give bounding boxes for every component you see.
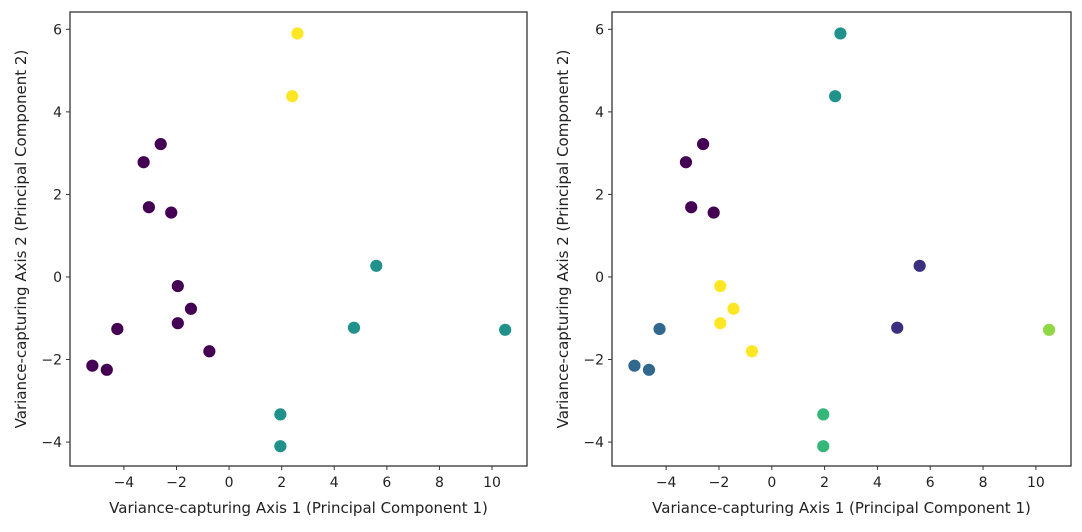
x-tick-label: 8: [979, 475, 988, 491]
data-point: [726, 301, 741, 316]
y-tick-label: 4: [53, 105, 62, 121]
data-point: [498, 322, 513, 337]
y-tick-label: 6: [53, 22, 62, 38]
data-point: [164, 205, 179, 220]
data-point: [141, 200, 156, 215]
data-point: [184, 301, 198, 316]
x-tick-label: 0: [225, 475, 234, 491]
data-point: [652, 322, 667, 336]
x-tick-label: −4: [114, 475, 135, 491]
data-point: [713, 279, 728, 293]
data-point: [912, 258, 927, 273]
y-tick-label: −2: [41, 353, 62, 369]
x-tick-label: −2: [166, 475, 187, 491]
y-tick-label: −2: [583, 353, 604, 369]
y-tick-label: 6: [595, 22, 604, 38]
data-point: [713, 316, 728, 331]
data-point: [285, 89, 300, 104]
data-point: [679, 155, 693, 170]
y-axis-label: Variance-capturing Axis 2 (Principal Com…: [12, 50, 30, 429]
data-point: [745, 344, 759, 359]
axes-frame: [69, 11, 528, 467]
data-point: [369, 258, 384, 273]
x-tick-label: −2: [709, 475, 730, 491]
data-point: [890, 320, 905, 335]
x-tick-label: 0: [767, 475, 776, 491]
data-point: [1042, 322, 1056, 337]
x-tick-label: 8: [435, 475, 444, 491]
y-tick-label: 0: [53, 270, 62, 286]
data-point: [273, 407, 288, 422]
x-tick-label: 10: [1027, 475, 1045, 491]
x-tick-label: 6: [382, 475, 391, 491]
data-point: [347, 320, 361, 335]
x-tick-label: 2: [820, 475, 829, 491]
data-point: [273, 439, 288, 454]
data-point: [627, 358, 642, 373]
data-point: [202, 344, 217, 359]
x-axis-label: Variance-capturing Axis 1 (Principal Com…: [109, 499, 488, 517]
data-point: [816, 439, 831, 454]
axes-frame: [611, 11, 1072, 467]
data-point: [99, 362, 114, 377]
y-tick-label: 2: [53, 187, 62, 203]
data-point: [136, 155, 151, 170]
subplot-2: −4 −2 0 2 4 6 8 10 −4 −2 0 2 4 6 Variance-capturing Ax…: [554, 11, 1072, 517]
y-tick-label: 0: [595, 270, 604, 286]
x-tick-label: 4: [330, 475, 339, 491]
x-tick-label: 2: [277, 475, 286, 491]
y-tick-label: −4: [41, 435, 62, 451]
y-tick-label: 4: [595, 105, 604, 121]
data-point: [828, 89, 843, 104]
y-axis-label: Variance-capturing Axis 2 (Principal Com…: [554, 50, 572, 429]
data-point: [696, 137, 711, 151]
subplot-1: −4 −2 0 2 4 6 8 10 −4 −2 0 2 4 6 Variance-capturing Ax…: [12, 11, 528, 517]
y-tick-label: −4: [583, 435, 604, 451]
y-tick-label: 2: [595, 187, 604, 203]
x-axis-label: Variance-capturing Axis 1 (Principal Com…: [652, 499, 1031, 517]
data-point: [706, 205, 721, 220]
data-point: [684, 200, 699, 215]
data-point: [816, 407, 831, 422]
data-point: [833, 26, 848, 41]
x-tick-label: 4: [873, 475, 882, 491]
data-point: [153, 137, 168, 151]
data-point: [85, 358, 100, 373]
x-tick-label: −4: [656, 475, 677, 491]
data-point: [642, 362, 656, 377]
data-point: [290, 26, 305, 41]
x-tick-label: 6: [926, 475, 935, 491]
data-point: [110, 322, 125, 336]
data-point: [170, 279, 185, 293]
data-point: [170, 316, 185, 331]
x-tick-label: 10: [483, 475, 501, 491]
